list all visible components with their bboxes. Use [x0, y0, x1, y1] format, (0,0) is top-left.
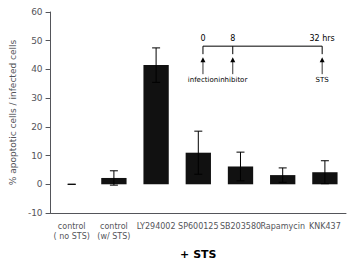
svg-text:infection: infection: [188, 76, 218, 84]
svg-text:inhibitor: inhibitor: [218, 76, 247, 84]
svg-text:50: 50: [31, 36, 43, 46]
svg-text:( no STS): ( no STS): [54, 232, 90, 241]
svg-text:STS: STS: [316, 76, 330, 84]
svg-text:32 hrs: 32 hrs: [310, 34, 335, 43]
svg-text:KNK437: KNK437: [309, 222, 341, 231]
svg-text:control: control: [100, 222, 128, 231]
svg-text:0: 0: [200, 34, 205, 43]
svg-text:(w/ STS): (w/ STS): [97, 232, 130, 241]
svg-text:0: 0: [37, 179, 43, 189]
svg-text:10: 10: [31, 151, 43, 161]
svg-text:LY294002: LY294002: [137, 222, 176, 231]
svg-text:8: 8: [230, 34, 235, 43]
svg-text:% apoptotic cells / infected c: % apoptotic cells / infected cells: [8, 40, 18, 186]
svg-text:40: 40: [31, 64, 43, 74]
svg-text:-10: -10: [28, 208, 43, 218]
svg-text:SB203580: SB203580: [220, 222, 261, 231]
svg-text:20: 20: [31, 122, 43, 132]
svg-text:SP600125: SP600125: [178, 222, 218, 231]
svg-text:+ STS: + STS: [180, 248, 216, 261]
svg-text:Rapamycin: Rapamycin: [260, 222, 304, 231]
svg-text:control: control: [58, 222, 86, 231]
svg-text:30: 30: [31, 93, 43, 103]
svg-text:60: 60: [31, 7, 43, 17]
